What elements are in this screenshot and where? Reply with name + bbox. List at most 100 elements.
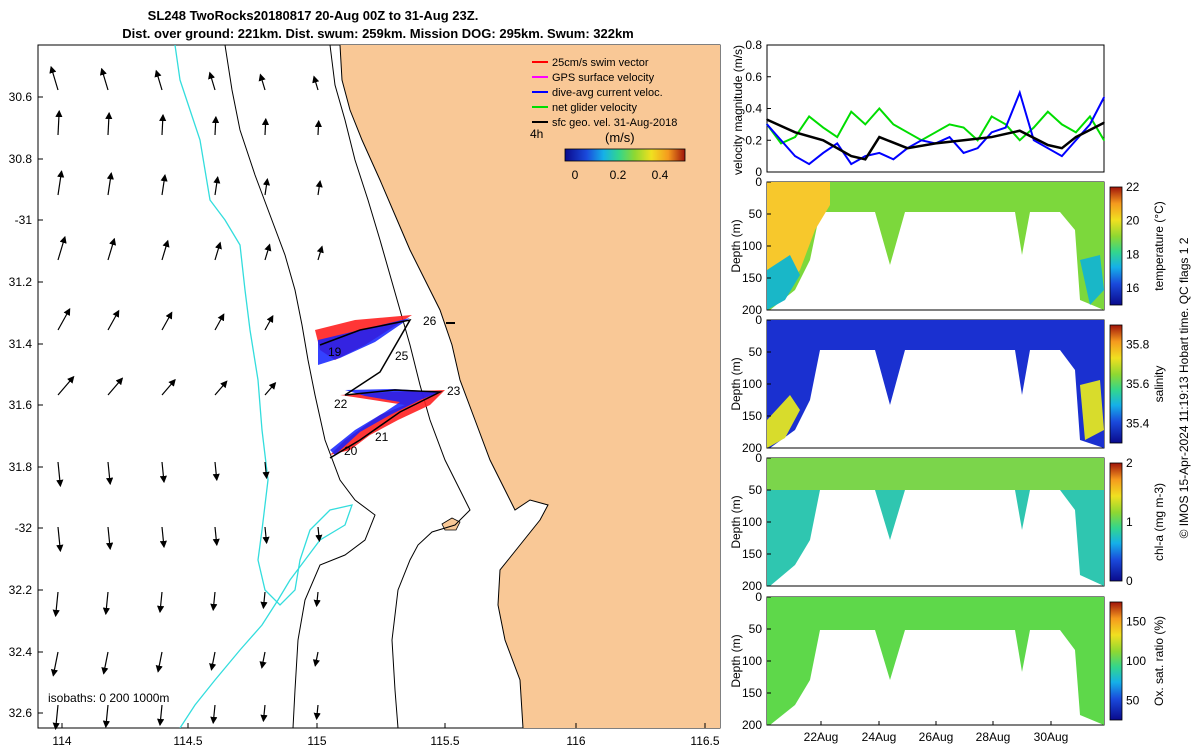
colorbar-tick: 22	[1126, 180, 1140, 194]
velocity-point	[990, 115, 993, 118]
velocity-arrow	[214, 380, 228, 396]
heatmap-xtick: 22Aug	[804, 730, 839, 744]
velocity-point	[780, 139, 782, 142]
map-ytick: 32.6	[9, 706, 33, 720]
map-legend: 25cm/s swim vector GPS surface velocity di…	[530, 57, 686, 182]
colorbar-tick: 100	[1126, 654, 1146, 668]
velocity-arrow	[161, 378, 176, 396]
map-ytick: 31.8	[9, 460, 33, 474]
velocity-point	[1061, 155, 1063, 157]
map-ytick: 32.2	[9, 583, 33, 597]
velocity-magnitude-panel: 0 0.2 0.4 0.6 0.8 velocity magnitude (m/s)	[731, 38, 1105, 179]
velocity-point	[878, 152, 881, 154]
heatmap-ytick: 150	[742, 547, 762, 561]
velocity-arrow	[264, 314, 274, 331]
velocity-point	[962, 139, 965, 142]
velocity-arrow	[161, 239, 170, 261]
colorbar-tick: 35.6	[1126, 377, 1150, 391]
velocity-point	[836, 142, 839, 145]
isobath-note: isobaths: 0 200 1000m	[48, 691, 169, 705]
velocity-ylabel: velocity magnitude (m/s)	[731, 45, 745, 175]
velocity-ytick: 0.2	[745, 133, 762, 147]
heatmap-colorbar	[1109, 186, 1123, 306]
heatmap-ytick: 50	[749, 207, 763, 221]
velocity-point	[850, 110, 853, 113]
heatmap-ytick: 100	[742, 239, 762, 253]
map-ytick: 31.2	[9, 275, 33, 289]
day-label-25: 25	[395, 349, 409, 363]
velocity-arrow	[56, 526, 64, 553]
heatmap-ytick: 200	[742, 303, 762, 317]
day-label-20: 20	[344, 444, 358, 458]
velocity-arrow	[101, 651, 109, 675]
day-label-19: 19	[328, 345, 342, 359]
velocity-arrow	[210, 591, 218, 612]
velocity-point	[822, 152, 824, 154]
velocity-point	[1075, 131, 1077, 134]
heatmap-colorbar	[1109, 601, 1123, 721]
velocity-point	[1075, 139, 1077, 142]
velocity-point	[1018, 129, 1021, 132]
colorbar-tick: 35.4	[1126, 416, 1150, 430]
velocity-arrow	[50, 651, 59, 677]
velocity-point	[864, 158, 867, 161]
velocity-arrow	[107, 377, 124, 396]
velocity-arrow	[56, 461, 64, 488]
heatmap-ytick: 0	[755, 175, 762, 189]
heatmap-ytick: 50	[749, 622, 763, 636]
coastline	[339, 45, 549, 728]
velocity-point	[808, 163, 810, 165]
velocity-point	[822, 139, 824, 142]
velocity-arrow	[212, 526, 220, 547]
heatmap-ytick: 200	[742, 718, 762, 732]
velocity-arrow	[313, 704, 321, 721]
colorbar-tick: 20	[1126, 214, 1140, 228]
velocity-arrow	[213, 176, 221, 196]
map-axes-ticks: 114 114.5 115 115.5 116 116.5 30.6 30.8 -31 31.2 3…	[9, 90, 720, 748]
velocity-point	[836, 136, 839, 138]
velocity-arrow	[316, 245, 324, 261]
colorbar-tick: 35.8	[1126, 338, 1150, 352]
velocity-arrow	[159, 461, 167, 484]
velocity-point	[808, 115, 810, 118]
heatmap-clabel: salinity	[1152, 366, 1166, 403]
velocity-point	[822, 126, 824, 129]
velocity-point	[1032, 126, 1035, 129]
velocity-point	[864, 123, 867, 126]
colorbar-tick: 1	[1126, 515, 1133, 529]
velocity-point	[1061, 147, 1063, 149]
velocity-arrow	[55, 109, 63, 136]
chla-panel	[766, 457, 1105, 587]
velocity-arrow	[212, 115, 220, 136]
heatmap-ytick: 50	[749, 483, 763, 497]
velocity-point	[878, 136, 881, 138]
heatmap-xtick: 26Aug	[919, 730, 954, 744]
velocity-point	[1089, 115, 1091, 118]
velocity-point	[892, 123, 895, 126]
isobath-0	[329, 45, 471, 728]
heatmap-ytick: 200	[742, 441, 762, 455]
velocity-point	[1018, 91, 1021, 94]
velocity-arrow	[261, 117, 270, 136]
heatmap-ytick: 100	[742, 515, 762, 529]
map-ytick: 31.4	[9, 337, 33, 351]
oxygen-panel	[766, 596, 1105, 726]
heatmap-xtick: 28Aug	[976, 730, 1011, 744]
velocity-arrow	[57, 307, 71, 331]
map-xtick: 116.5	[690, 734, 719, 748]
velocity-point	[794, 155, 796, 157]
velocity-panel-frame	[766, 44, 1105, 173]
velocity-arrow	[107, 237, 117, 261]
legend-label: sfc geo. vel. 31-Aug-2018	[552, 117, 677, 129]
legend-label: net glider velocity	[552, 102, 637, 114]
temperature-field	[767, 182, 1104, 310]
velocity-arrow	[262, 177, 271, 196]
legend-label: 25cm/s swim vector	[552, 57, 649, 69]
velocity-arrow	[262, 461, 270, 480]
heatmap-clabel: chl-a (mg m-3)	[1152, 483, 1166, 561]
velocity-point	[934, 131, 937, 134]
map-panel: 26 25 19 23 22 21 20 25cm/s swim vector G…	[9, 44, 721, 748]
velocity-point	[1103, 121, 1105, 124]
day-label-21: 21	[375, 430, 389, 444]
velocity-point	[1032, 139, 1035, 142]
